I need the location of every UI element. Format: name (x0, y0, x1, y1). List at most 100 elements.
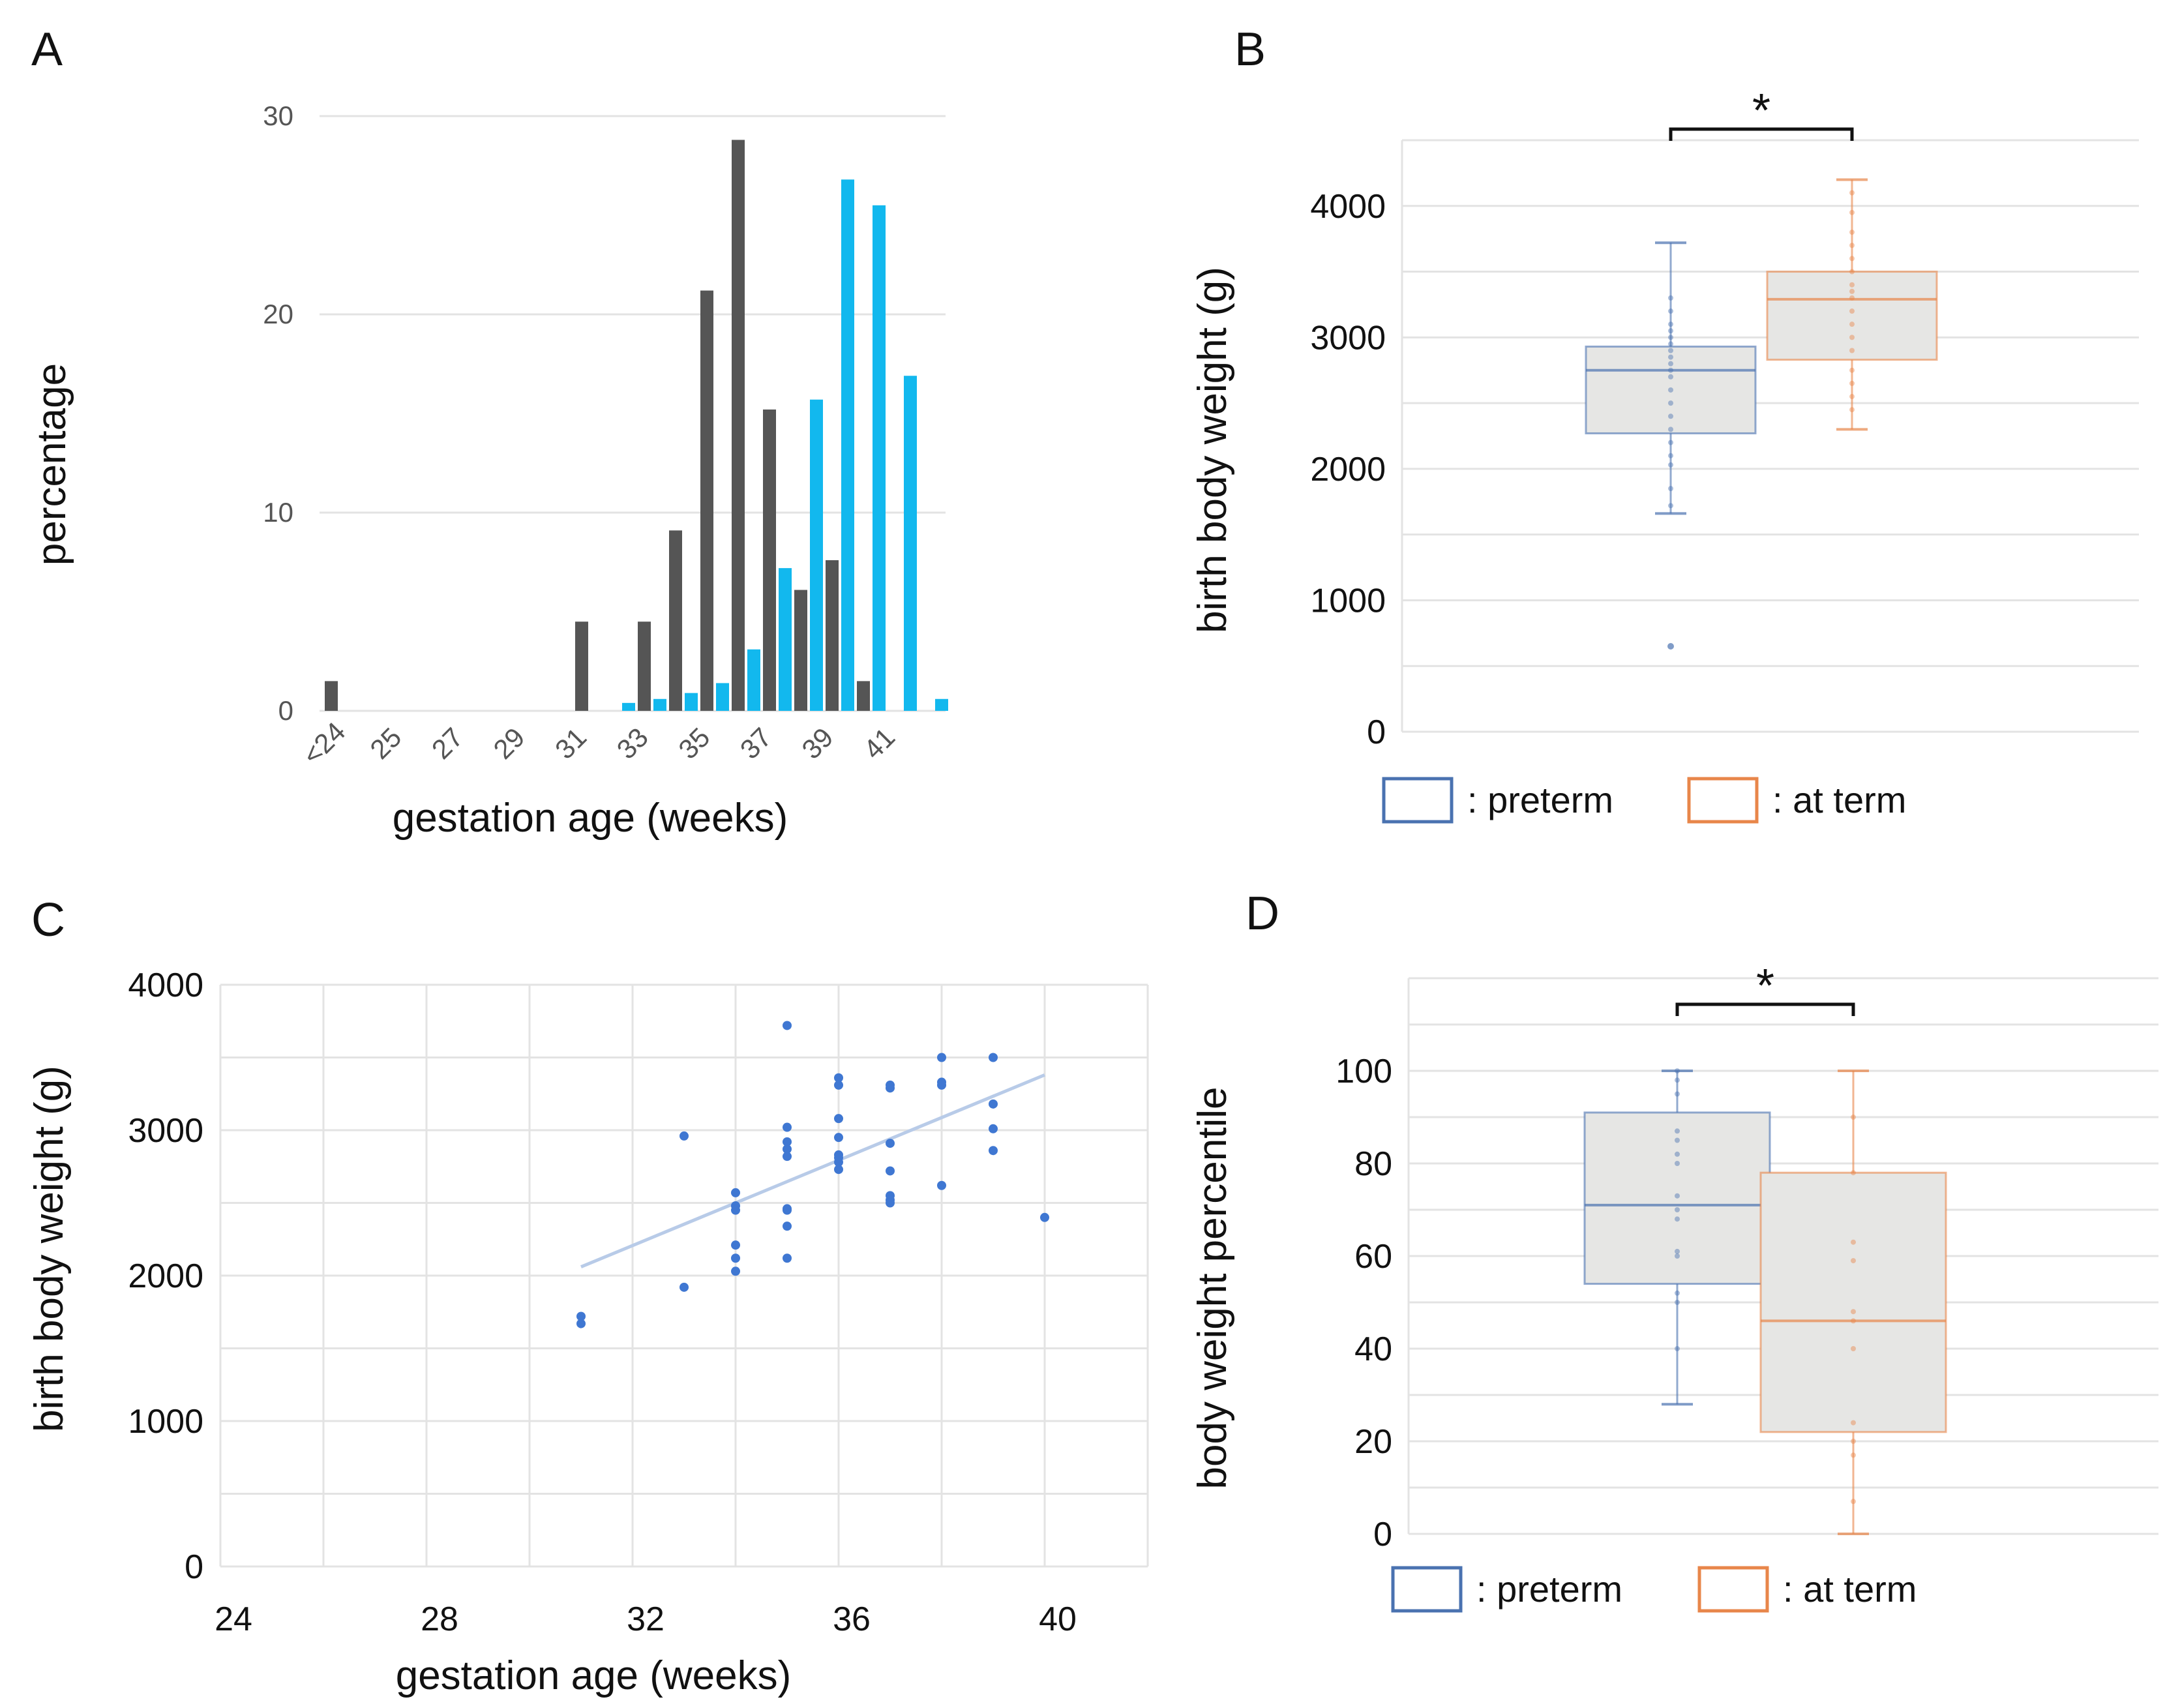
scatter-point (783, 1253, 792, 1263)
scatter-point (834, 1080, 843, 1090)
bar-preterm (857, 681, 870, 711)
legend-label-term: : at term (1783, 1568, 1917, 1610)
x-tick-label: 39 (796, 722, 839, 765)
data-point-preterm (1675, 1091, 1680, 1097)
data-point-preterm (1668, 361, 1673, 367)
x-tick-label: 24 (215, 1600, 252, 1638)
legend-swatch-term (1697, 1566, 1769, 1613)
data-point-term (1851, 1318, 1856, 1324)
scatter-point (1040, 1212, 1049, 1222)
scatter-point (834, 1133, 843, 1143)
bar-preterm (325, 681, 338, 711)
y-tick-label: 0 (185, 1548, 203, 1586)
bar-preterm (794, 590, 807, 711)
bar-preterm (669, 530, 682, 711)
scatter-point (989, 1099, 998, 1109)
data-point-preterm (1668, 322, 1673, 327)
data-point-term (1849, 230, 1855, 235)
data-point-preterm (1668, 400, 1673, 406)
scatter-point (989, 1146, 998, 1156)
data-point-term (1851, 1420, 1856, 1426)
scatter-point (783, 1221, 792, 1231)
data-point-term (1849, 256, 1855, 262)
data-point-preterm (1675, 1068, 1680, 1073)
data-point-preterm (1675, 1151, 1680, 1157)
panel-c-xlabel: gestation age (weeks) (396, 1653, 792, 1698)
bar-preterm (700, 290, 713, 711)
legend-label-preterm: : preterm (1476, 1568, 1622, 1610)
x-tick-label: 41 (858, 722, 901, 765)
data-point-term (1849, 288, 1855, 294)
data-point-preterm (1668, 427, 1673, 432)
y-tick-label: 0 (1367, 713, 1386, 751)
data-point-term (1849, 348, 1855, 353)
data-point-preterm (1668, 295, 1673, 301)
data-point-term (1849, 282, 1855, 288)
bar-term (653, 698, 666, 711)
data-point-preterm (1668, 387, 1673, 393)
bar-preterm (575, 622, 588, 711)
x-tick-label: 28 (421, 1600, 458, 1638)
panel-a: A 0 10 20 30 <24 25 27 29 31 33 35 37 39 41 gestatio… (29, 23, 948, 841)
bar-term (873, 205, 886, 711)
y-tick-label: 0 (278, 695, 293, 726)
scatter-point (783, 1204, 792, 1214)
scatter-point (731, 1253, 740, 1263)
box-preterm (1583, 1111, 1771, 1285)
x-tick-label: 35 (672, 722, 715, 765)
legend-label-term: : at term (1772, 779, 1906, 820)
data-point-term (1849, 394, 1855, 400)
scatter-point (783, 1137, 792, 1146)
bar-term (779, 568, 792, 711)
scatter-point (679, 1131, 689, 1141)
data-point-term (1851, 1170, 1856, 1176)
significance-bracket (1669, 127, 1854, 141)
scatter-point (886, 1198, 895, 1208)
data-point-preterm (1668, 462, 1673, 468)
data-point-preterm (1675, 1300, 1680, 1305)
data-point-preterm (1668, 440, 1673, 445)
y-tick-label: 10 (263, 497, 293, 528)
data-point-term (1851, 1115, 1856, 1120)
data-point-term (1849, 380, 1855, 386)
data-point-preterm (1675, 1346, 1680, 1351)
data-point-preterm (1668, 335, 1673, 340)
bar-preterm (638, 622, 651, 711)
data-point-preterm (1675, 1253, 1680, 1259)
scatter-point (783, 1122, 792, 1132)
scatter-point (886, 1166, 895, 1176)
data-point-preterm (1668, 486, 1673, 492)
scatter-point (731, 1266, 740, 1276)
data-point-term (1849, 322, 1855, 327)
y-tick-label: 0 (1373, 1516, 1392, 1553)
x-tick-label: 32 (627, 1600, 664, 1638)
outlier-preterm (1667, 642, 1674, 650)
data-point-preterm (1675, 1248, 1680, 1254)
box-term (1766, 271, 1938, 361)
scatter-point (989, 1124, 998, 1133)
x-tick-label: 33 (611, 722, 654, 765)
y-tick-label: 3000 (128, 1112, 203, 1150)
scatter-point (834, 1114, 843, 1124)
y-tick-label: 60 (1354, 1238, 1392, 1276)
panel-a-xlabel: gestation age (weeks) (393, 796, 788, 841)
data-point-preterm (1675, 1290, 1680, 1296)
y-tick-label: 3000 (1310, 319, 1386, 357)
legend-swatch-preterm (1382, 777, 1454, 824)
y-tick-label: 4000 (1310, 188, 1386, 226)
y-tick-label: 20 (1354, 1423, 1392, 1461)
x-tick-label: <24 (297, 716, 351, 771)
y-tick-label: 1000 (128, 1403, 203, 1441)
data-point-term (1851, 1439, 1856, 1444)
scatter-point (834, 1153, 843, 1163)
data-point-term (1849, 335, 1855, 340)
data-point-term (1849, 308, 1855, 314)
legend-label-preterm: : preterm (1467, 779, 1613, 820)
scatter-point (731, 1240, 740, 1250)
y-tick-label: 20 (263, 299, 293, 329)
data-point-preterm (1675, 1137, 1680, 1143)
bar-term (685, 693, 698, 711)
x-tick-label: 40 (1039, 1600, 1077, 1638)
y-tick-label: 40 (1354, 1330, 1392, 1368)
panel-d-ylabel: body weight percentile (1190, 1087, 1235, 1490)
